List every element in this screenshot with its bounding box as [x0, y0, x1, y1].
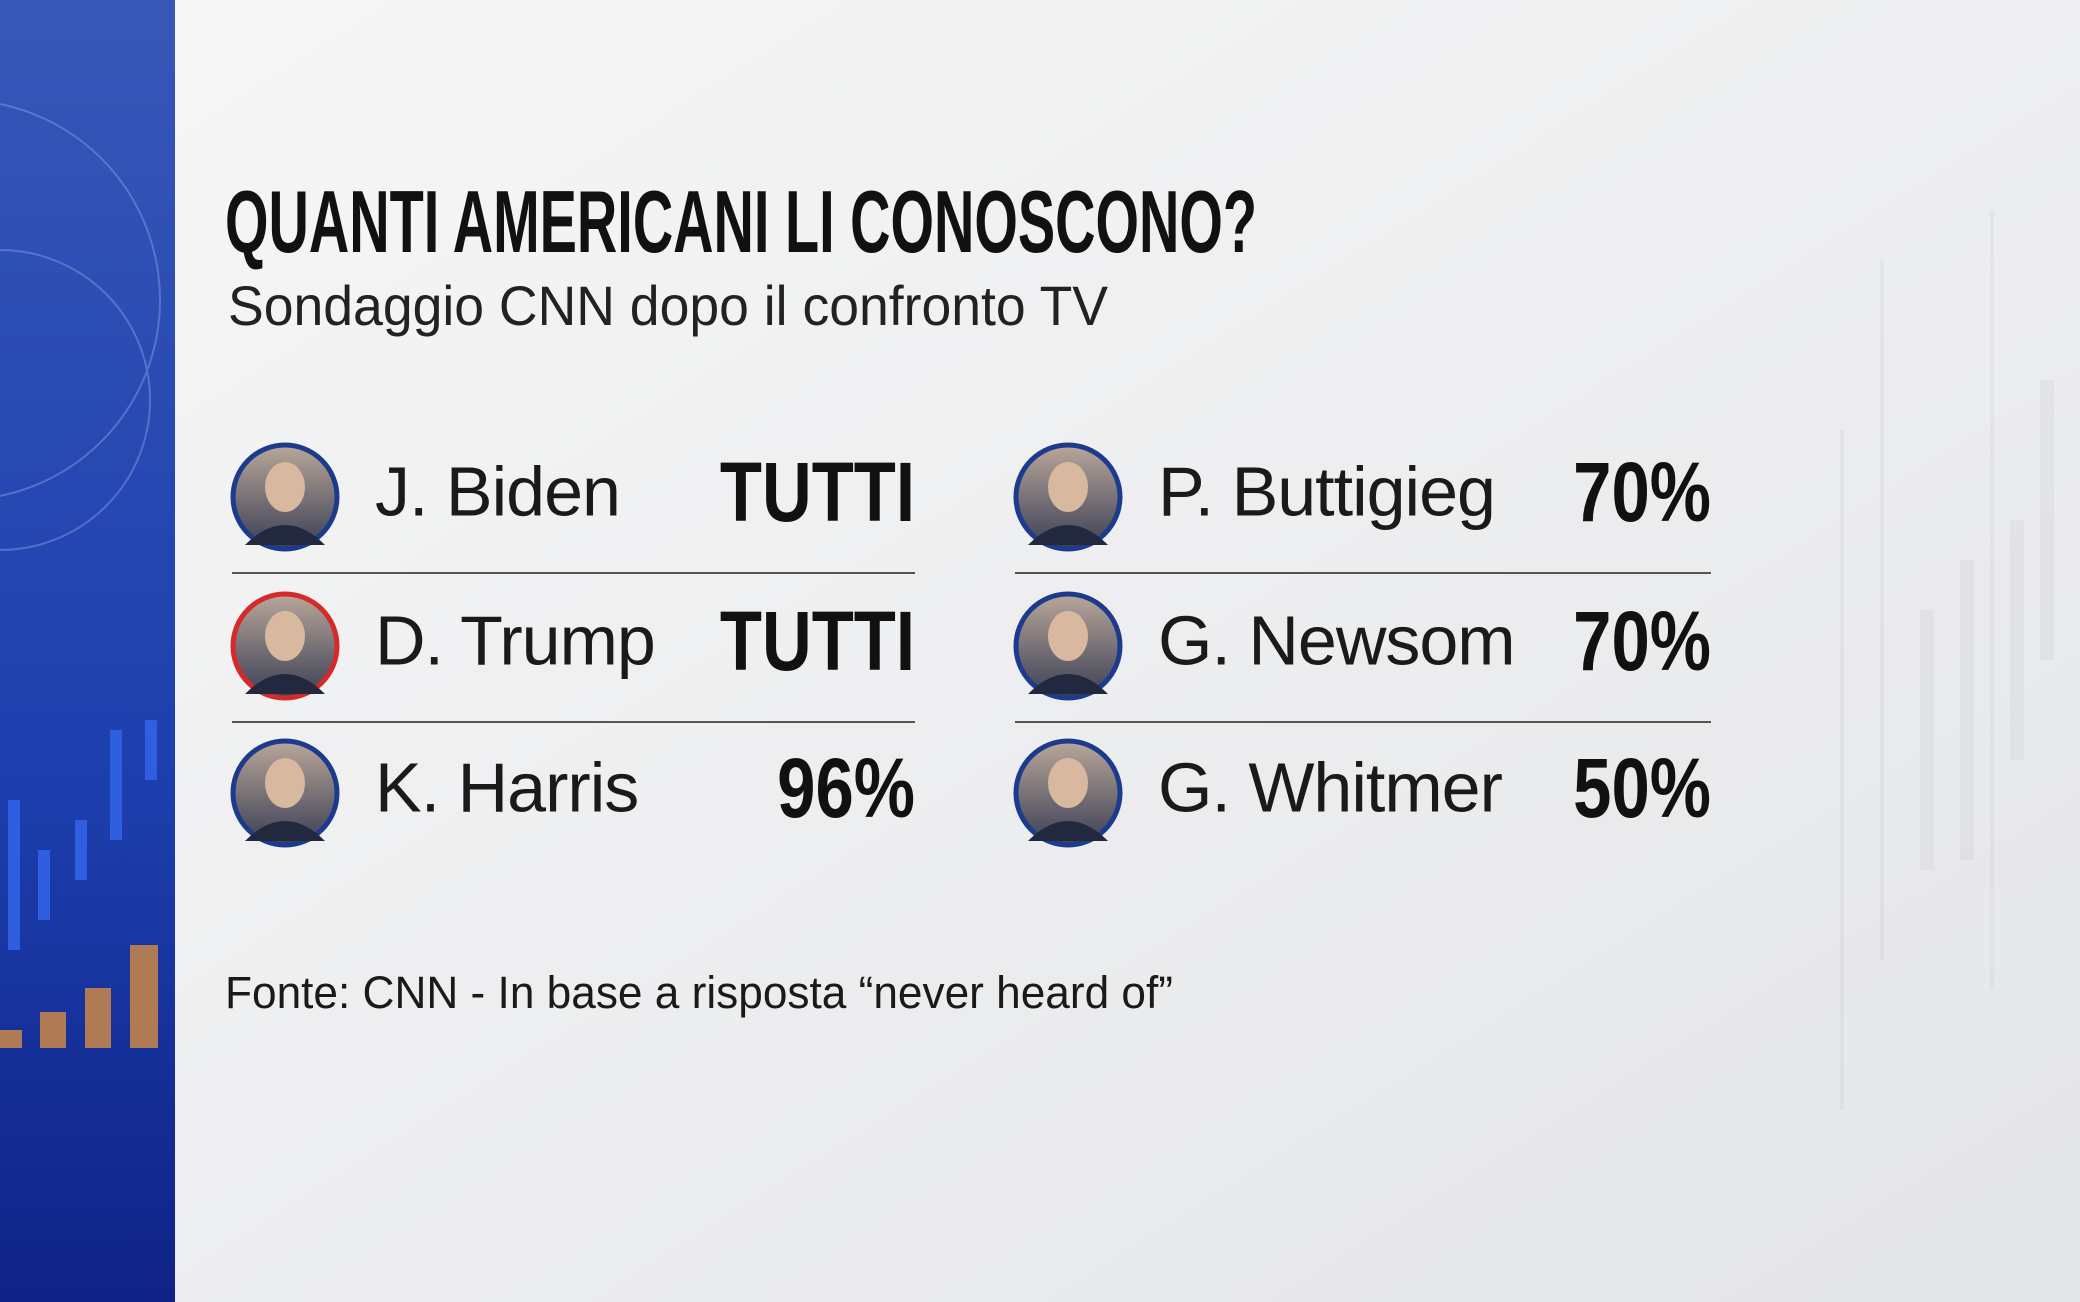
avatar-head	[1048, 758, 1088, 808]
avatar-head	[1048, 611, 1088, 661]
person-row: K. Harris 96%	[230, 738, 915, 848]
person-value: 96%	[777, 742, 915, 836]
avatar-body	[1028, 821, 1108, 841]
avatar-head	[265, 611, 305, 661]
person-name: K. Harris	[375, 748, 638, 826]
person-row: G. Newsom 70%	[1013, 591, 1711, 723]
title: QUANTI AMERICANI LI CONOSCONO?	[225, 172, 1257, 271]
person-name: G. Whitmer	[1158, 748, 1503, 826]
person-name: G. Newsom	[1158, 601, 1515, 679]
person-value: TUTTI	[720, 446, 915, 540]
person-name: P. Buttigieg	[1158, 452, 1495, 530]
avatar-head	[265, 758, 305, 808]
person-row: P. Buttigieg 70%	[1013, 442, 1711, 574]
subtitle: Sondaggio CNN dopo il confronto TV	[228, 274, 1109, 337]
side-bars	[0, 720, 158, 1048]
person-name: J. Biden	[375, 452, 620, 530]
side-panel	[0, 0, 175, 1302]
avatar-body	[1028, 525, 1108, 545]
avatar-body	[245, 525, 325, 545]
person-value: TUTTI	[720, 595, 915, 689]
person-value: 70%	[1573, 595, 1711, 689]
avatar-body	[245, 821, 325, 841]
background-decor	[1840, 210, 2054, 1110]
side-decor	[0, 103, 161, 551]
person-name: D. Trump	[375, 601, 655, 679]
person-row: G. Whitmer 50%	[1013, 738, 1711, 848]
avatar-head	[1048, 462, 1088, 512]
person-value: 70%	[1573, 446, 1711, 540]
footer: Fonte: CNN - In base a risposta “never h…	[225, 967, 1173, 1018]
avatar-body	[1028, 674, 1108, 694]
person-row: D. Trump TUTTI	[230, 591, 915, 723]
person-row: J. Biden TUTTI	[230, 442, 915, 574]
avatar-head	[265, 462, 305, 512]
avatar-body	[245, 674, 325, 694]
person-value: 50%	[1573, 742, 1711, 836]
